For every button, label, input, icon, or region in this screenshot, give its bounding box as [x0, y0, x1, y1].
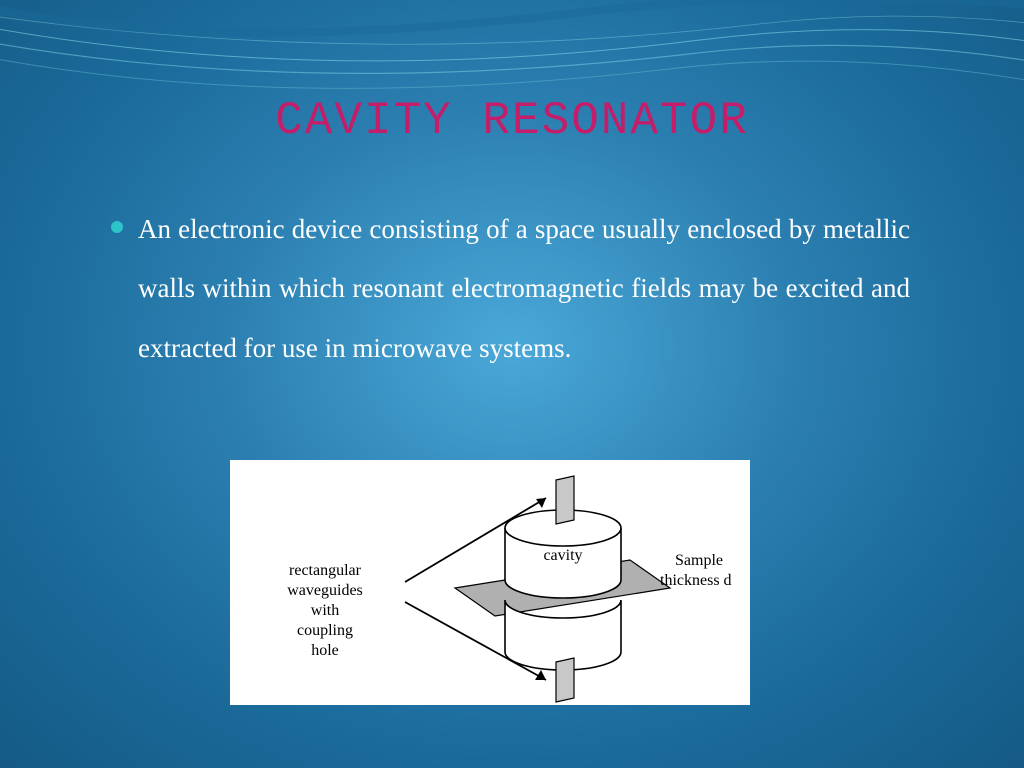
cavity-diagram: cavity Sample thickness d rectangular wa…	[230, 460, 750, 705]
label-thickness: thickness d	[660, 572, 732, 589]
diagram-svg: cavity Sample thickness d rectangular wa…	[230, 460, 750, 705]
bullet-text: An electronic device consisting of a spa…	[138, 200, 910, 378]
bullet-block: An electronic device consisting of a spa…	[110, 200, 910, 378]
slide: CAVITY RESONATOR An electronic device co…	[0, 0, 1024, 768]
label-wg3: with	[311, 602, 339, 619]
waveguide-bottom	[556, 658, 574, 702]
swoosh-decoration	[0, 0, 1024, 180]
label-wg5: hole	[311, 642, 339, 659]
label-cavity: cavity	[543, 547, 582, 564]
bullet-item: An electronic device consisting of a spa…	[110, 200, 910, 378]
label-sample: Sample	[675, 552, 723, 569]
label-wg1: rectangular	[289, 562, 362, 579]
title-text: CAVITY RESONATOR	[275, 95, 749, 147]
waveguide-top	[556, 476, 574, 524]
label-wg4: coupling	[297, 622, 353, 639]
bullet-dot-icon	[110, 220, 124, 234]
label-wg2: waveguides	[287, 582, 363, 599]
slide-title: CAVITY RESONATOR	[0, 95, 1024, 147]
